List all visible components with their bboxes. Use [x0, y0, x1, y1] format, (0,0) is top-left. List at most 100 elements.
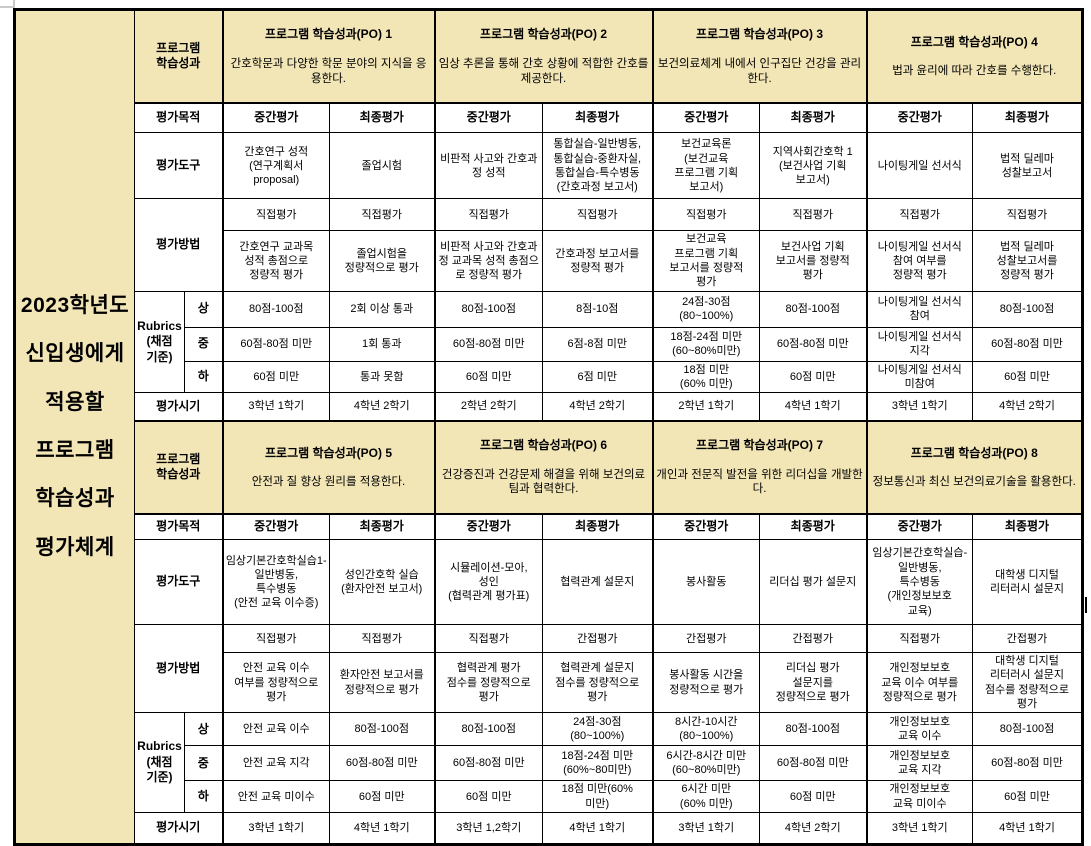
po1-header: 프로그램 학습성과(PO) 1 간호학문과 다양한 학문 분야의 지식을 응용한… [221, 8, 435, 104]
method-type-cell: 직접평가 [221, 624, 330, 654]
tool-cell: 간호연구 성적 (연구계획서 proposal) [221, 132, 330, 200]
method-cell: 리더십 평가 설문지를 정량적으로 평가 [759, 652, 867, 714]
eval-phase-cell: 중간평가 [433, 513, 543, 541]
eval-phase-cell: 중간평가 [433, 102, 543, 134]
tool-cell: 시뮬레이션-모아, 성인 (협력관계 평가표) [433, 539, 543, 626]
po8-title: 프로그램 학습성과(PO) 8 [910, 445, 1038, 460]
row-label-tool: 평가도구 [134, 132, 223, 200]
method-type-cell: 직접평가 [972, 198, 1083, 232]
method-type-cell: 간접평가 [651, 624, 760, 654]
rubric-low-cell: 통과 못함 [329, 360, 435, 394]
rubric-low-cell: 60점 미만 [433, 360, 543, 394]
tool-cell: 협력관계 설문지 [542, 539, 653, 626]
document-title: 2023학년도 신입생에게 적용할 프로그램 학습성과 평가체계 [14, 9, 135, 845]
rubric-mid-cell: 60점-80점 미만 [433, 745, 543, 782]
rubric-low-cell: 6시간 미만 (60% 미만) [651, 780, 760, 813]
timing-cell: 4학년 1학기 [759, 392, 867, 422]
rubric-high-cell: 8시간-10시간 (80~100%) [651, 712, 760, 747]
eval-phase-cell: 최종평가 [759, 102, 867, 134]
tool-cell: 비판적 사고와 간호과정 성적 [433, 132, 543, 200]
timing-cell: 3학년 1학기 [865, 811, 973, 845]
rubric-high-cell: 2회 이상 통과 [329, 290, 435, 328]
tool-cell: 성인간호학 실습 (환자안전 보고서) [329, 539, 435, 626]
tool-cell: 임상기본간호학실습-일반병동, 특수병동 (개인정보보호 교육) [865, 539, 973, 626]
rubric-high-cell: 80점-100점 [759, 290, 867, 328]
timing-cell: 3학년 1학기 [651, 811, 760, 845]
rubric-mid-cell: 60점-80점 미만 [972, 745, 1083, 782]
rubric-high-cell: 24점-30점 (80~100%) [542, 712, 653, 747]
po8-header: 프로그램 학습성과(PO) 8 정보통신과 최신 보건의료기술을 활용한다. [865, 419, 1083, 515]
po4-desc: 법과 윤리에 따라 간호를 수행한다. [892, 65, 1057, 78]
po5-header: 프로그램 학습성과(PO) 5 안전과 질 향상 원리를 적용한다. [221, 419, 435, 515]
rubric-mid-cell: 안전 교육 지각 [221, 745, 330, 782]
rubric-mid-cell: 60점-80점 미만 [972, 326, 1083, 362]
evaluation-table: 2023학년도 신입생에게 적용할 프로그램 학습성과 평가체계 프로그램 학습… [13, 8, 1084, 846]
rubric-mid-cell: 60점-80점 미만 [329, 745, 435, 782]
row-label-program-outcome: 프로그램 학습성과 [134, 8, 223, 104]
method-cell: 대학생 디지털 리터러시 설문지 점수를 정량적으로 평가 [972, 652, 1083, 714]
rubric-high-cell: 80점-100점 [329, 712, 435, 747]
row-label-purpose: 평가목적 [134, 513, 223, 541]
po3-header: 프로그램 학습성과(PO) 3 보건의료체계 내에서 인구집단 건강을 관리한다… [651, 8, 867, 104]
row-label-timing: 평가시기 [134, 392, 223, 422]
rubric-low-cell: 60점 미만 [972, 780, 1083, 813]
row-label-timing: 평가시기 [134, 811, 223, 845]
tool-cell: 나이팅게일 선서식 [865, 132, 973, 200]
eval-phase-cell: 중간평가 [651, 102, 760, 134]
row-label-method: 평가방법 [134, 198, 223, 292]
timing-cell: 4학년 2학기 [542, 392, 653, 422]
rubric-low-cell: 안전 교육 미이수 [221, 780, 330, 813]
eval-phase-cell: 중간평가 [865, 513, 973, 541]
tool-cell: 봉사활동 [651, 539, 760, 626]
row-label-tool: 평가도구 [134, 539, 223, 626]
row-label-rubrics: Rubrics (채점 기준) [134, 712, 185, 813]
method-type-cell: 간접평가 [759, 624, 867, 654]
method-cell: 법적 딜레마 성찰보고서를 정량적 평가 [972, 230, 1083, 292]
rubric-high-cell: 개인정보보호 교육 이수 [865, 712, 973, 747]
eval-phase-cell: 중간평가 [221, 102, 330, 134]
rubric-low-cell: 60점 미만 [759, 360, 867, 394]
tool-cell: 대학생 디지털 리터러시 설문지 [972, 539, 1083, 626]
method-cell: 봉사활동 시간을 정량적으로 평가 [651, 652, 760, 714]
rubric-high-cell: 80점-100점 [433, 290, 543, 328]
method-type-cell: 간접평가 [972, 624, 1083, 654]
po4-title: 프로그램 학습성과(PO) 4 [910, 34, 1038, 49]
tool-cell: 지역사회간호학 1 (보건사업 기획 보고서) [759, 132, 867, 200]
rubric-low-cell: 60점 미만 [221, 360, 330, 394]
rubric-level-low: 하 [184, 360, 223, 394]
timing-cell: 4학년 1학기 [972, 811, 1083, 845]
method-cell: 간호연구 교과목 성적 총점으로 정량적 평가 [221, 230, 330, 292]
timing-cell: 2학년 1학기 [651, 392, 760, 422]
po6-title: 프로그램 학습성과(PO) 6 [480, 438, 607, 453]
eval-phase-cell: 최종평가 [542, 102, 653, 134]
rubric-mid-cell: 18점-24점 미만 (60%~80미만) [542, 745, 653, 782]
method-cell: 안전 교육 이수 여부를 정량적으로 평가 [221, 652, 330, 714]
method-type-cell: 간접평가 [542, 624, 653, 654]
method-cell: 개인정보보호 교육 이수 여부를 정량적으로 평가 [865, 652, 973, 714]
rubric-low-cell: 나이팅게일 선서식 미참여 [865, 360, 973, 394]
rubric-mid-cell: 60점-80점 미만 [759, 326, 867, 362]
eval-phase-cell: 중간평가 [221, 513, 330, 541]
method-cell: 비판적 사고와 간호과정 교과목 성적 총점으로 정량적 평가 [433, 230, 543, 292]
method-type-cell: 직접평가 [329, 198, 435, 232]
rubric-low-cell: 6점 미만 [542, 360, 653, 394]
rubric-low-cell: 18점 미만 (60% 미만) [651, 360, 760, 394]
po6-header: 프로그램 학습성과(PO) 6 건강증진과 건강문제 해결을 위해 보건의료팀과… [433, 419, 653, 515]
method-type-cell: 직접평가 [865, 198, 973, 232]
rubric-high-cell: 24점-30점 (80~100%) [651, 290, 760, 328]
timing-cell: 4학년 1학기 [329, 811, 435, 845]
rubric-mid-cell: 18점-24점 미만 (60~80%미만) [651, 326, 760, 362]
method-type-cell: 직접평가 [759, 198, 867, 232]
po2-header: 프로그램 학습성과(PO) 2 임상 추론을 통해 간호 상황에 적합한 간호를… [433, 8, 653, 104]
tool-cell: 법적 딜레마 성찰보고서 [972, 132, 1083, 200]
tool-cell: 리더십 평가 설문지 [759, 539, 867, 626]
eval-phase-cell: 최종평가 [329, 102, 435, 134]
po4-header: 프로그램 학습성과(PO) 4 법과 윤리에 따라 간호를 수행한다. [865, 8, 1083, 104]
rubric-mid-cell: 개인정보보호 교육 지각 [865, 745, 973, 782]
method-cell: 협력관계 평가 점수를 정량적으로 평가 [433, 652, 543, 714]
po7-title: 프로그램 학습성과(PO) 7 [696, 438, 823, 453]
rubric-mid-cell: 60점-80점 미만 [221, 326, 330, 362]
tool-cell: 졸업시험 [329, 132, 435, 200]
method-cell: 보건사업 기획 보고서를 정량적 평가 [759, 230, 867, 292]
rubric-high-cell: 안전 교육 이수 [221, 712, 330, 747]
